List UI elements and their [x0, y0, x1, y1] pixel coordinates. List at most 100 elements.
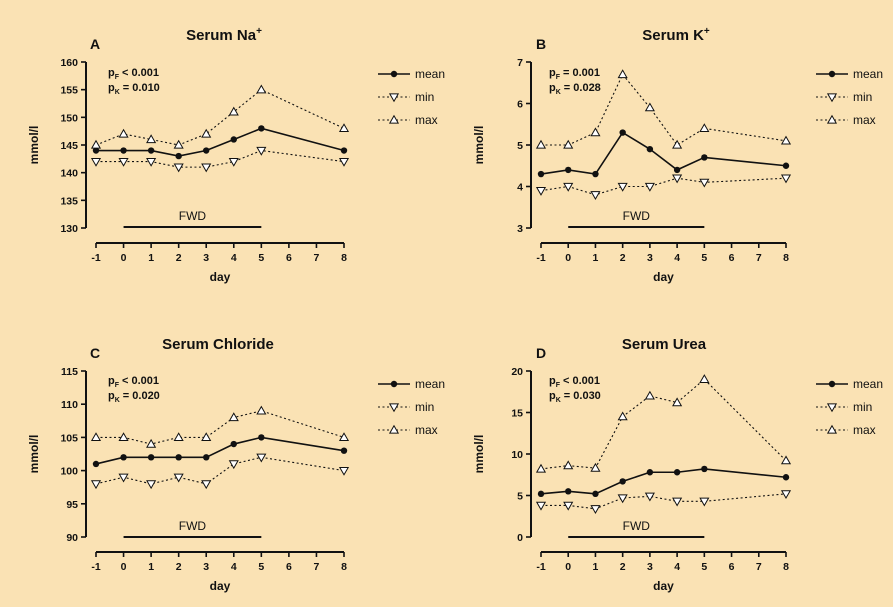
stat-value: = 0.001 — [563, 67, 600, 79]
y-tick-label: 5 — [517, 491, 523, 503]
legend-marker-max — [826, 424, 838, 434]
legend-marker-max — [388, 114, 400, 124]
x-tick-label: 2 — [620, 561, 626, 573]
x-tick-label: 0 — [121, 561, 127, 573]
fwd-label: FWD — [623, 519, 651, 533]
y-tick-label: 110 — [61, 399, 78, 411]
data-point-max — [118, 432, 129, 442]
series-line-max — [95, 89, 345, 146]
data-point-mean — [701, 465, 708, 473]
panel-letter: B — [536, 36, 546, 52]
y-axis-label: mmol/l — [472, 126, 486, 165]
data-point-mean — [175, 152, 182, 160]
stat-value: = 0.020 — [123, 390, 160, 402]
data-point-mean — [646, 145, 654, 153]
data-point-mean — [120, 147, 127, 154]
x-axis-label: day — [210, 270, 231, 284]
stat-symbol: p — [108, 375, 115, 387]
stat-symbol: p — [549, 375, 556, 387]
stat-value: < 0.001 — [563, 375, 600, 387]
y-tick-label: 90 — [66, 532, 78, 544]
y-tick-label: 135 — [60, 195, 78, 207]
x-tick-label: 6 — [729, 252, 735, 264]
stat-symbol: p — [108, 82, 115, 94]
data-point-min — [699, 497, 710, 507]
data-point-max — [672, 397, 683, 407]
stat-line: pK = 0.030 — [549, 390, 601, 404]
legend-label-mean: mean — [415, 67, 445, 81]
x-tick-label: -1 — [91, 252, 100, 264]
x-tick-label: 1 — [593, 561, 599, 573]
chart-title-main: Serum K — [642, 27, 704, 44]
x-tick-label: 2 — [176, 561, 182, 573]
panel-c: C Serum Chloride 90 95 100 105 110 115 mmol/l -1 0… — [27, 336, 445, 593]
x-tick-label: 8 — [783, 561, 789, 573]
data-point-min — [201, 163, 212, 173]
chart-title-sup: + — [256, 26, 262, 37]
data-point-max — [535, 463, 547, 473]
x-tick-label: 6 — [729, 561, 735, 573]
chart-title: Serum K+ — [642, 26, 710, 44]
y-tick-label: 155 — [60, 85, 78, 97]
fwd-label: FWD — [623, 209, 651, 223]
data-point-max — [563, 139, 574, 149]
x-tick-label: 7 — [314, 252, 320, 264]
data-point-min — [672, 497, 683, 507]
series-line-mean — [96, 127, 345, 157]
stat-value: = 0.030 — [564, 390, 601, 402]
data-point-mean — [92, 460, 100, 468]
legend-label-min: min — [853, 400, 872, 414]
y-axis-label: mmol/l — [27, 126, 41, 165]
data-point-min — [90, 480, 102, 490]
data-point-mean — [230, 136, 237, 143]
stat-line: pF < 0.001 — [549, 375, 600, 389]
x-tick-label: -1 — [536, 561, 545, 573]
x-tick-label: 5 — [701, 252, 707, 264]
series-max — [90, 405, 350, 448]
data-point-mean — [258, 125, 265, 132]
x-tick-label: 1 — [593, 252, 599, 264]
stat-subscript: F — [115, 74, 120, 81]
y-tick-label: 100 — [60, 466, 78, 478]
series-line-max — [96, 410, 345, 445]
chart-title-sup: + — [704, 26, 710, 37]
y-tick-label: 115 — [61, 366, 78, 378]
data-point-min — [590, 191, 601, 201]
x-tick-label: 7 — [756, 252, 762, 264]
data-point-mean — [147, 147, 155, 154]
x-tick-label: 4 — [231, 561, 237, 573]
stat-symbol: p — [549, 390, 556, 402]
legend-label-mean: mean — [415, 377, 445, 391]
data-point-min — [256, 146, 267, 156]
data-point-max — [201, 432, 212, 442]
data-point-max — [699, 374, 710, 383]
series-line-min — [95, 456, 345, 485]
x-tick-label: 8 — [341, 252, 347, 264]
legend-marker-mean — [828, 380, 836, 388]
data-point-min — [228, 460, 239, 470]
data-point-min — [146, 157, 157, 167]
data-point-min — [201, 480, 212, 490]
data-point-min — [118, 473, 129, 483]
data-point-min — [146, 480, 157, 490]
data-point-mean — [537, 490, 545, 498]
data-point-max — [644, 390, 655, 400]
fwd-label: FWD — [179, 519, 207, 533]
data-point-min — [617, 182, 628, 192]
y-axis-label: mmol/l — [27, 435, 41, 474]
data-point-min — [780, 490, 792, 500]
stat-value: < 0.001 — [122, 375, 159, 387]
series-min — [90, 146, 350, 173]
data-point-max — [256, 405, 267, 415]
data-point-max — [644, 102, 655, 112]
y-tick-label: 95 — [66, 499, 78, 511]
data-point-max — [173, 139, 184, 149]
legend-label-mean: mean — [853, 67, 883, 81]
data-point-min — [256, 453, 267, 463]
stat-symbol: p — [549, 82, 556, 94]
data-point-min — [173, 473, 184, 483]
y-tick-label: 15 — [511, 408, 523, 420]
y-tick-label: 140 — [60, 168, 78, 180]
data-point-min — [90, 157, 102, 167]
